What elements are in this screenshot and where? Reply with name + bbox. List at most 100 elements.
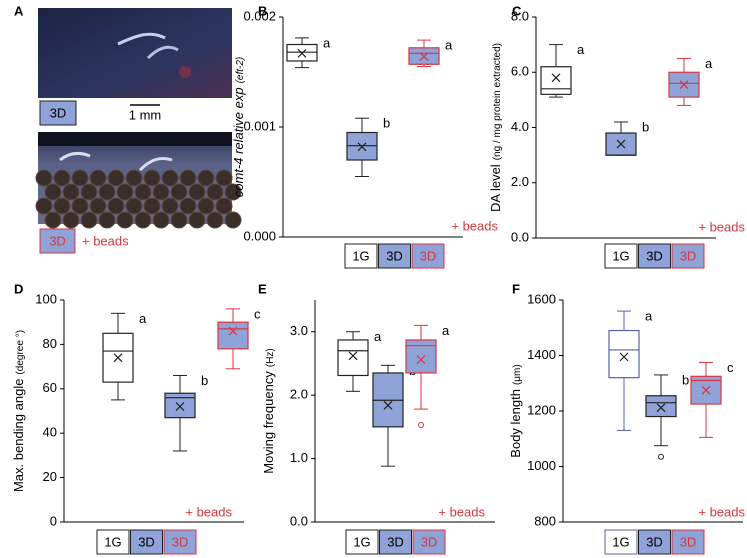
tag <box>39 100 77 126</box>
worm <box>146 45 179 60</box>
bead <box>35 169 53 187</box>
legend-swatch <box>671 529 705 555</box>
glow <box>179 66 191 78</box>
bead <box>215 197 233 215</box>
legend-swatch <box>344 243 378 269</box>
y-tick-label: 80 <box>43 336 57 351</box>
outlier <box>418 421 424 428</box>
tag-text: 3D <box>50 105 67 120</box>
bead <box>98 211 116 229</box>
mean <box>616 139 626 149</box>
y-label-main: Max. bending angle <box>11 379 26 492</box>
bead <box>215 169 233 187</box>
mean <box>619 352 629 362</box>
bead <box>62 183 80 201</box>
worm <box>138 156 173 172</box>
bead <box>89 197 107 215</box>
y-label-unit: (Hz) <box>265 348 276 367</box>
beads <box>35 169 242 229</box>
y-label-unit: (μm) <box>512 364 523 385</box>
significance-letter: b <box>642 119 649 134</box>
box <box>645 395 677 418</box>
y-tick-label: 60 <box>43 380 57 395</box>
mean <box>679 80 689 90</box>
bead <box>116 211 134 229</box>
y-tick-label: 800 <box>534 513 556 528</box>
y-label-main: Body length <box>508 389 523 458</box>
tag-text: 3D <box>49 233 66 248</box>
y-axis-label: Moving frequency (Hz) <box>261 348 276 474</box>
bead <box>53 169 71 187</box>
y-tick-label: 4.0 <box>511 119 529 134</box>
tag-note: + beads <box>82 233 129 248</box>
box <box>540 66 572 95</box>
bead <box>188 183 206 201</box>
legend-swatch <box>378 243 411 269</box>
legend-swatch <box>412 529 446 555</box>
mean <box>419 52 429 62</box>
y-tick-label: 1200 <box>527 402 556 417</box>
significance-letter: a <box>645 309 653 324</box>
bead <box>107 197 125 215</box>
bead <box>44 183 62 201</box>
legend-label: 3D <box>172 534 189 549</box>
significance-letter: a <box>577 42 585 57</box>
legend-swatch <box>163 529 197 555</box>
mean <box>551 73 561 83</box>
bead <box>206 211 224 229</box>
bead <box>98 183 116 201</box>
legend-label: 3D <box>646 248 663 263</box>
y-tick-label: 1.0 <box>290 450 308 465</box>
y-axis-label: Body length (μm) <box>508 364 523 457</box>
box <box>217 321 249 350</box>
bead <box>188 211 206 229</box>
y-tick-label: 2.0 <box>511 174 529 189</box>
bead <box>224 183 242 201</box>
bead <box>152 211 170 229</box>
chart-panel: C 0.0 2.0 4.0 6.0 8.0 DA level (ng / mg protein… <box>488 3 745 269</box>
y-tick-label: 1400 <box>527 347 556 362</box>
y-tick-label: 0 <box>50 513 57 528</box>
y-axis-label: comt-4 relative exp (eft-2) <box>231 57 246 198</box>
bead <box>134 183 152 201</box>
scale-text: 1 mm <box>129 107 162 122</box>
y-tick-label: 6.0 <box>511 64 529 79</box>
worm <box>117 32 166 46</box>
bead <box>197 197 215 215</box>
significance-letter: b <box>682 372 689 387</box>
legend-swatch <box>345 529 379 555</box>
panel-label: E <box>258 281 267 296</box>
y-tick-label: 40 <box>43 425 57 440</box>
significance-letter: a <box>445 38 453 53</box>
panel-label: A <box>14 3 24 18</box>
bead <box>80 211 98 229</box>
legend-label: 3D <box>386 248 403 263</box>
legend-swatch <box>604 529 638 555</box>
significance-letter: b <box>201 373 208 388</box>
significance-letter: c <box>727 360 734 375</box>
photo-edge <box>38 132 232 146</box>
y-label-main: DA level <box>488 164 503 212</box>
y-tick-label: 1000 <box>527 458 556 473</box>
bead <box>71 169 89 187</box>
bead <box>161 197 179 215</box>
legend-label: 3D <box>138 534 155 549</box>
panel-label: C <box>512 3 522 18</box>
significance-letter: a <box>323 35 331 50</box>
legend-label: 3D <box>646 534 663 549</box>
bead <box>152 183 170 201</box>
mean <box>113 353 123 363</box>
y-label-unit: (ng / mg protein extracted) <box>492 43 503 160</box>
box <box>608 329 640 379</box>
legend-label: 3D <box>421 534 438 549</box>
bead <box>170 211 188 229</box>
y-tick-label: 0.000 <box>243 228 276 243</box>
bead <box>89 169 107 187</box>
chart-panel: D 0 20 40 60 80 100 Max. bending angle (degree °… <box>11 281 261 555</box>
legend-label: 3D <box>680 534 697 549</box>
panel-label: D <box>14 281 23 296</box>
box <box>668 71 700 98</box>
mean <box>701 385 711 395</box>
significance-letter: a <box>374 329 382 344</box>
